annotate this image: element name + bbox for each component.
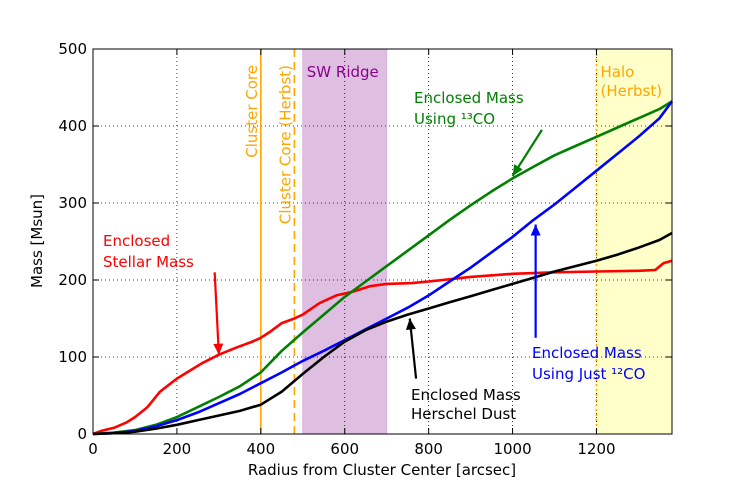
series-line-enclosed-mass-herschel-dust [92, 231, 673, 436]
vline-label: Cluster Core (Herbst) [276, 65, 294, 224]
region-label-line: Halo [600, 63, 634, 81]
x-tick-label: 0 [88, 440, 98, 458]
series-line-enclosed-stellar-mass [92, 259, 673, 436]
y-axis-label: Mass [Msun] [28, 194, 46, 288]
annotation-label: Using Just ¹²CO [532, 365, 645, 383]
annotations-layer: Enclosed Stellar Mass Enclosed Mass Using … [103, 89, 645, 423]
y-axis: 0 100 200 300 400 500 [58, 40, 672, 443]
y-tick-label: 200 [58, 271, 87, 289]
x-tick-label: 1200 [577, 440, 615, 458]
x-axis-label: Radius from Cluster Center [arcsec] [248, 461, 516, 479]
vline-label: Cluster Core [243, 65, 261, 158]
annotation-label: Enclosed [103, 232, 170, 250]
x-tick-label: 400 [247, 440, 276, 458]
region-label: SW Ridge [307, 63, 379, 81]
y-tick-label: 100 [58, 348, 87, 366]
x-tick-label: 800 [414, 440, 443, 458]
x-tick-label: 200 [163, 440, 192, 458]
series-line-enclosed-mass-using-13co [92, 100, 673, 436]
annotation-label: Enclosed Mass [411, 386, 521, 404]
annotation-stellar: Enclosed Stellar Mass [103, 232, 224, 355]
y-tick-label: 500 [58, 40, 87, 58]
series-layer [92, 100, 674, 436]
annotation-arrow-head [405, 318, 416, 330]
annotation-label: Enclosed Mass [414, 89, 524, 107]
annotation-arrow-head [512, 164, 523, 177]
annotation-label: Stellar Mass [103, 253, 194, 271]
plot-frame [92, 48, 673, 435]
annotation-label: Enclosed Mass [532, 344, 642, 362]
annotation-arrow-head [213, 343, 224, 355]
x-tick-label: 1000 [493, 440, 531, 458]
annotation-label: Herschel Dust [411, 405, 516, 423]
y-tick-label: 400 [58, 117, 87, 135]
y-tick-label: 300 [58, 194, 87, 212]
vlines-layer: Cluster Core Cluster Core (Herbst) [243, 49, 598, 434]
annotation-arrow-shaft [213, 272, 220, 355]
y-tick-label: 0 [77, 425, 87, 443]
annotation-arrow-head [530, 224, 541, 236]
x-axis: 0 200 400 600 800 1000 1200 [88, 49, 616, 458]
annotation-12co: Enclosed Mass Using Just ¹²CO [530, 224, 645, 383]
region-label-line: (Herbst) [600, 82, 662, 100]
series-line-enclosed-mass-using-just-12co [92, 100, 674, 436]
annotation-label: Using ¹³CO [414, 110, 495, 128]
x-tick-label: 600 [330, 440, 359, 458]
annotation-13co: Enclosed Mass Using ¹³CO [414, 89, 543, 177]
